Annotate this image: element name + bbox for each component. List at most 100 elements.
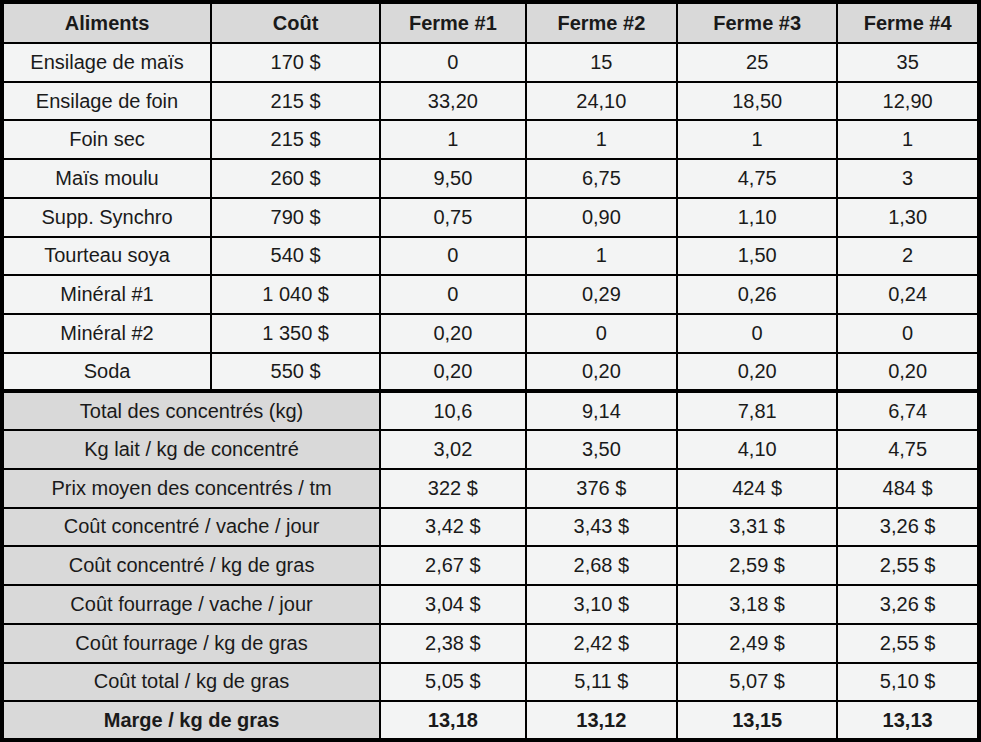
value-cell: 13,12 xyxy=(526,701,677,740)
value-cell: 1 xyxy=(837,120,979,159)
cost-cell: 215 $ xyxy=(211,120,380,159)
feed-cost-table-container: Aliments Coût Ferme #1 Ferme #2 Ferme #3… xyxy=(0,0,981,742)
value-cell: 2,38 $ xyxy=(380,624,526,663)
value-cell: 1 xyxy=(677,120,837,159)
table-row: Soda 550 $ 0,20 0,20 0,20 0,20 xyxy=(2,353,979,392)
table-row: Foin sec 215 $ 1 1 1 1 xyxy=(2,120,979,159)
column-header-cout: Coût xyxy=(211,2,380,43)
cost-cell: 260 $ xyxy=(211,159,380,198)
value-cell: 25 xyxy=(677,43,837,82)
cost-cell: 215 $ xyxy=(211,82,380,121)
food-name-cell: Minéral #2 xyxy=(2,314,211,353)
value-cell: 2 xyxy=(837,237,979,276)
value-cell: 2,68 $ xyxy=(526,546,677,585)
value-cell: 0 xyxy=(526,314,677,353)
value-cell: 0,29 xyxy=(526,275,677,314)
value-cell: 3,26 $ xyxy=(837,508,979,547)
value-cell: 0,26 xyxy=(677,275,837,314)
value-cell: 3,26 $ xyxy=(837,585,979,624)
summary-row: Coût concentré / kg de gras 2,67 $ 2,68 … xyxy=(2,546,979,585)
summary-label-cell: Prix moyen des concentrés / tm xyxy=(2,469,380,508)
summary-row: Prix moyen des concentrés / tm 322 $ 376… xyxy=(2,469,979,508)
value-cell: 2,67 $ xyxy=(380,546,526,585)
value-cell: 2,49 $ xyxy=(677,624,837,663)
cost-cell: 540 $ xyxy=(211,237,380,276)
value-cell: 5,05 $ xyxy=(380,663,526,702)
summary-label-cell: Coût fourrage / vache / jour xyxy=(2,585,380,624)
cost-cell: 170 $ xyxy=(211,43,380,82)
column-header-ferme-4: Ferme #4 xyxy=(837,2,979,43)
value-cell: 1,30 xyxy=(837,198,979,237)
value-cell: 5,07 $ xyxy=(677,663,837,702)
summary-label-cell: Coût concentré / vache / jour xyxy=(2,508,380,547)
column-header-ferme-2: Ferme #2 xyxy=(526,2,677,43)
table-row: Maïs moulu 260 $ 9,50 6,75 4,75 3 xyxy=(2,159,979,198)
value-cell: 7,81 xyxy=(677,391,837,430)
cost-cell: 790 $ xyxy=(211,198,380,237)
value-cell: 33,20 xyxy=(380,82,526,121)
value-cell: 0 xyxy=(677,314,837,353)
value-cell: 1 xyxy=(526,237,677,276)
value-cell: 322 $ xyxy=(380,469,526,508)
header-row: Aliments Coût Ferme #1 Ferme #2 Ferme #3… xyxy=(2,2,979,43)
value-cell: 1 xyxy=(380,120,526,159)
food-name-cell: Tourteau soya xyxy=(2,237,211,276)
summary-label-cell: Marge / kg de gras xyxy=(2,701,380,740)
value-cell: 0,20 xyxy=(380,353,526,392)
value-cell: 1 xyxy=(526,120,677,159)
table-row: Minéral #1 1 040 $ 0 0,29 0,26 0,24 xyxy=(2,275,979,314)
summary-label-cell: Coût fourrage / kg de gras xyxy=(2,624,380,663)
value-cell: 35 xyxy=(837,43,979,82)
value-cell: 2,55 $ xyxy=(837,624,979,663)
value-cell: 0,90 xyxy=(526,198,677,237)
value-cell: 0,20 xyxy=(380,314,526,353)
column-header-ferme-3: Ferme #3 xyxy=(677,2,837,43)
summary-row: Coût fourrage / kg de gras 2,38 $ 2,42 $… xyxy=(2,624,979,663)
summary-row: Coût fourrage / vache / jour 3,04 $ 3,10… xyxy=(2,585,979,624)
value-cell: 3 xyxy=(837,159,979,198)
value-cell: 1,50 xyxy=(677,237,837,276)
value-cell: 6,74 xyxy=(837,391,979,430)
value-cell: 0 xyxy=(380,237,526,276)
value-cell: 3,42 $ xyxy=(380,508,526,547)
value-cell: 24,10 xyxy=(526,82,677,121)
value-cell: 0,20 xyxy=(677,353,837,392)
value-cell: 4,10 xyxy=(677,430,837,469)
value-cell: 0,20 xyxy=(837,353,979,392)
value-cell: 13,18 xyxy=(380,701,526,740)
food-name-cell: Foin sec xyxy=(2,120,211,159)
value-cell: 1,10 xyxy=(677,198,837,237)
cost-cell: 550 $ xyxy=(211,353,380,392)
food-name-cell: Ensilage de foin xyxy=(2,82,211,121)
table-row: Ensilage de maïs 170 $ 0 15 25 35 xyxy=(2,43,979,82)
value-cell: 9,50 xyxy=(380,159,526,198)
value-cell: 2,42 $ xyxy=(526,624,677,663)
value-cell: 15 xyxy=(526,43,677,82)
value-cell: 0,24 xyxy=(837,275,979,314)
value-cell: 376 $ xyxy=(526,469,677,508)
value-cell: 2,55 $ xyxy=(837,546,979,585)
food-name-cell: Minéral #1 xyxy=(2,275,211,314)
value-cell: 484 $ xyxy=(837,469,979,508)
value-cell: 0 xyxy=(380,275,526,314)
value-cell: 3,04 $ xyxy=(380,585,526,624)
value-cell: 6,75 xyxy=(526,159,677,198)
value-cell: 0 xyxy=(380,43,526,82)
value-cell: 4,75 xyxy=(677,159,837,198)
value-cell: 10,6 xyxy=(380,391,526,430)
summary-row: Coût concentré / vache / jour 3,42 $ 3,4… xyxy=(2,508,979,547)
column-header-aliments: Aliments xyxy=(2,2,211,43)
summary-row: Total des concentrés (kg) 10,6 9,14 7,81… xyxy=(2,391,979,430)
food-name-cell: Soda xyxy=(2,353,211,392)
summary-label-cell: Coût total / kg de gras xyxy=(2,663,380,702)
value-cell: 0 xyxy=(837,314,979,353)
value-cell: 3,43 $ xyxy=(526,508,677,547)
value-cell: 3,31 $ xyxy=(677,508,837,547)
value-cell: 2,59 $ xyxy=(677,546,837,585)
summary-label-cell: Total des concentrés (kg) xyxy=(2,391,380,430)
value-cell: 0,75 xyxy=(380,198,526,237)
value-cell: 12,90 xyxy=(837,82,979,121)
value-cell: 18,50 xyxy=(677,82,837,121)
value-cell: 3,02 xyxy=(380,430,526,469)
value-cell: 13,15 xyxy=(677,701,837,740)
